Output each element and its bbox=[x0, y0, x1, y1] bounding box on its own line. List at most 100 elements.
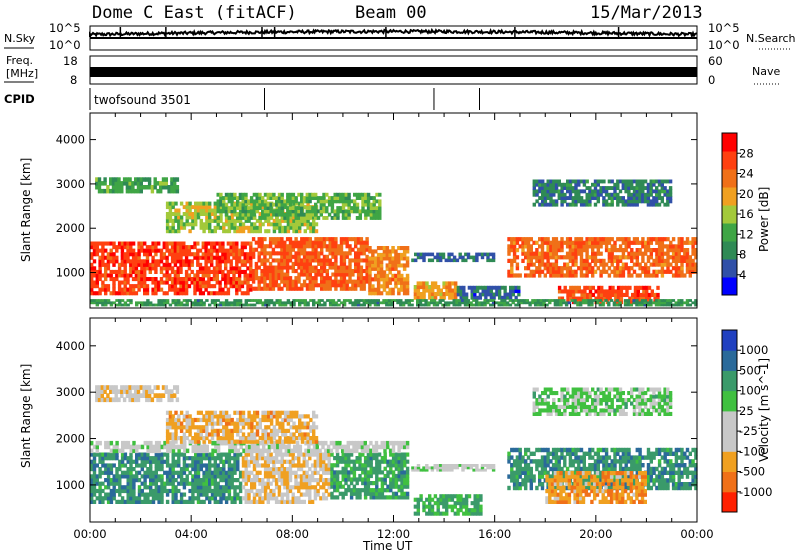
power-cell bbox=[260, 258, 264, 263]
power-cell bbox=[545, 303, 549, 307]
power-cell bbox=[137, 273, 141, 278]
power-cell bbox=[621, 196, 625, 200]
velocity-cell bbox=[391, 470, 396, 475]
power-cell bbox=[212, 277, 217, 282]
power-cell bbox=[263, 244, 267, 249]
power-cell bbox=[422, 255, 426, 260]
power-cell bbox=[90, 262, 94, 267]
power-cell bbox=[416, 301, 420, 305]
velocity-cell bbox=[205, 485, 209, 490]
velocity-cell bbox=[244, 474, 248, 479]
power-cell bbox=[480, 303, 484, 307]
velocity-cell bbox=[319, 452, 323, 457]
power-cell bbox=[510, 266, 514, 271]
power-cell bbox=[566, 182, 570, 187]
power-cell bbox=[221, 259, 225, 264]
power-cell bbox=[541, 182, 545, 187]
velocity-cell bbox=[95, 474, 99, 479]
velocity-cell bbox=[310, 463, 315, 468]
velocity-cell bbox=[135, 452, 139, 457]
power-cell bbox=[378, 212, 382, 217]
velocity-cell bbox=[233, 496, 237, 501]
power-cell bbox=[311, 240, 315, 245]
power-cell bbox=[442, 285, 446, 290]
power-cell bbox=[450, 252, 454, 257]
power-cell bbox=[306, 225, 310, 230]
power-cell bbox=[663, 303, 667, 307]
power-cell bbox=[251, 286, 256, 291]
power-cell bbox=[421, 299, 425, 302]
power-cell bbox=[532, 251, 536, 256]
velocity-cell bbox=[286, 470, 290, 475]
power-cell bbox=[140, 303, 144, 307]
velocity-cell bbox=[165, 492, 170, 497]
power-cell bbox=[283, 265, 287, 270]
power-cell bbox=[143, 248, 147, 253]
velocity-cell bbox=[191, 474, 195, 479]
power-cell bbox=[151, 303, 156, 307]
velocity-cell bbox=[280, 452, 284, 457]
power-cell bbox=[579, 273, 584, 278]
velocity-cell bbox=[216, 492, 220, 497]
velocity-cell bbox=[98, 481, 102, 486]
power-cell bbox=[257, 276, 261, 281]
power-cell bbox=[134, 252, 139, 257]
power-cell bbox=[385, 266, 390, 271]
power-cell bbox=[649, 255, 653, 260]
power-cell bbox=[509, 295, 513, 300]
power-cell bbox=[266, 212, 270, 217]
velocity-cell bbox=[109, 492, 114, 497]
power-cell bbox=[362, 251, 366, 256]
power-cell bbox=[208, 201, 212, 206]
power-cell bbox=[344, 196, 348, 200]
power-cell bbox=[557, 244, 561, 249]
power-cell bbox=[425, 252, 429, 257]
velocity-cell bbox=[288, 470, 293, 475]
power-cell bbox=[669, 244, 673, 249]
date-title: 15/Mar/2013 bbox=[590, 3, 703, 23]
power-cell bbox=[364, 199, 368, 204]
velocity-cell bbox=[227, 478, 232, 483]
velocity-cell bbox=[90, 474, 94, 479]
power-cell bbox=[543, 240, 547, 245]
power-cell bbox=[257, 279, 261, 284]
velocity-cell bbox=[233, 488, 237, 494]
power-cell bbox=[182, 291, 186, 296]
power-cell bbox=[535, 199, 539, 204]
velocity-cell bbox=[283, 481, 287, 486]
power-cell bbox=[219, 199, 223, 204]
power-cell bbox=[268, 269, 273, 274]
power-cell bbox=[663, 269, 667, 274]
power-cell bbox=[507, 248, 511, 253]
power-cell bbox=[334, 269, 338, 274]
velocity-cell bbox=[157, 499, 161, 504]
power-cell bbox=[285, 272, 290, 277]
power-cell bbox=[546, 179, 550, 184]
power-cell bbox=[202, 212, 206, 216]
power-cell bbox=[303, 215, 307, 220]
power-cell bbox=[185, 301, 189, 305]
power-cell bbox=[345, 251, 349, 256]
power-cell bbox=[421, 303, 425, 307]
power-cell bbox=[298, 225, 302, 230]
power-cell bbox=[240, 291, 245, 296]
velocity-cell bbox=[196, 492, 201, 497]
power-cell bbox=[524, 266, 528, 271]
velocity-cell bbox=[210, 492, 215, 497]
power-cell bbox=[602, 296, 607, 301]
power-cell bbox=[607, 179, 612, 184]
power-cell bbox=[104, 291, 108, 296]
velocity-cell bbox=[372, 470, 376, 475]
power-cell bbox=[263, 206, 268, 210]
power-cell bbox=[591, 189, 595, 194]
power-cell bbox=[359, 244, 364, 249]
power-cell bbox=[579, 179, 584, 184]
power-cell bbox=[557, 285, 562, 290]
power-cell bbox=[170, 177, 174, 182]
velocity-cell bbox=[355, 456, 359, 461]
power-cell bbox=[126, 248, 130, 253]
power-cell bbox=[236, 218, 240, 223]
power-cell bbox=[529, 269, 533, 274]
power-cell bbox=[642, 296, 646, 301]
power-cell bbox=[355, 196, 360, 200]
